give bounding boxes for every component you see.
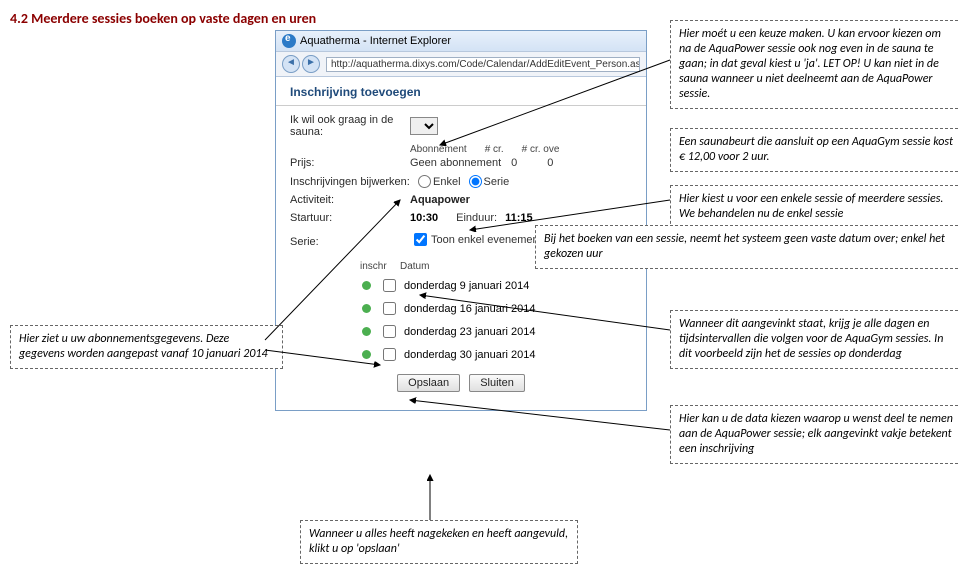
prijs-headers: Abonnement # cr. # cr. ove bbox=[410, 144, 632, 155]
prijs-label: Prijs: bbox=[290, 157, 410, 169]
activiteit-value: Aquapower bbox=[410, 194, 632, 206]
status-dot-icon bbox=[362, 327, 371, 336]
window-title: Aquatherma - Internet Explorer bbox=[300, 35, 451, 47]
ie-icon bbox=[282, 34, 296, 48]
title-bar: Aquatherma - Internet Explorer bbox=[276, 31, 646, 52]
browser-window: Aquatherma - Internet Explorer ◄ ► http:… bbox=[275, 30, 647, 411]
callout-no-fixed-date: Bij het boeken van een sessie, neemt het… bbox=[535, 225, 960, 269]
list-item: donderdag 9 januari 2014 bbox=[360, 276, 632, 295]
status-dot-icon bbox=[362, 304, 371, 313]
callout-subscription: Hier ziet u uw abonnementsgegevens. Deze… bbox=[10, 325, 283, 369]
nav-back-icon[interactable]: ◄ bbox=[282, 55, 300, 73]
hdr-cr: # cr. bbox=[485, 144, 504, 155]
sauna-label: Ik wil ook graag in de sauna: bbox=[290, 114, 410, 138]
radio-serie[interactable] bbox=[469, 175, 482, 188]
callout-checkbox-all-days: Wanneer dit aangevinkt staat, krijg je a… bbox=[670, 310, 960, 369]
dialog-title: Inschrijving toevoegen bbox=[276, 81, 646, 106]
date-label: donderdag 23 januari 2014 bbox=[404, 326, 536, 338]
prijs-value: Geen abonnement bbox=[410, 157, 501, 169]
prijs-crove: 0 bbox=[547, 157, 553, 169]
einduur-value: 11:15 bbox=[505, 212, 533, 224]
callout-sauna-price: Een saunabeurt die aansluit op een AquaG… bbox=[670, 128, 960, 172]
list-item: donderdag 16 januari 2014 bbox=[360, 299, 632, 318]
callout-single-multi: Hier kiest u voor een enkele sessie of m… bbox=[670, 185, 960, 229]
hdr-crove: # cr. ove bbox=[522, 144, 560, 155]
callout-pick-dates: Hier kan u de data kiezen waarop u wenst… bbox=[670, 405, 960, 464]
nav-fwd-icon[interactable]: ► bbox=[302, 55, 320, 73]
status-dot-icon bbox=[362, 350, 371, 359]
save-button[interactable]: Opslaan bbox=[397, 374, 460, 392]
date-label: donderdag 9 januari 2014 bbox=[404, 280, 529, 292]
radio-serie-label: Serie bbox=[484, 176, 510, 188]
status-dot-icon bbox=[362, 281, 371, 290]
hdr-inschr: inschr bbox=[360, 261, 400, 272]
activiteit-label: Activiteit: bbox=[290, 194, 410, 206]
callout-sauna-choice: Hier moét u een keuze maken. U kan ervoo… bbox=[670, 20, 960, 109]
date-checkbox[interactable] bbox=[383, 302, 396, 315]
date-checkbox[interactable] bbox=[383, 348, 396, 361]
radio-enkel[interactable] bbox=[418, 175, 431, 188]
url-field[interactable]: http://aquatherma.dixys.com/Code/Calenda… bbox=[326, 57, 640, 72]
close-button[interactable]: Sluiten bbox=[469, 374, 525, 392]
einduur-label: Einduur: bbox=[456, 212, 497, 224]
date-label: donderdag 30 januari 2014 bbox=[404, 349, 536, 361]
serie-checkbox[interactable] bbox=[414, 233, 427, 246]
startuur-value: 10:30 bbox=[410, 212, 438, 224]
list-item: donderdag 23 januari 2014 bbox=[360, 322, 632, 341]
dates-list: inschr Datum donderdag 9 januari 2014 do… bbox=[360, 261, 632, 364]
list-item: donderdag 30 januari 2014 bbox=[360, 345, 632, 364]
address-bar: ◄ ► http://aquatherma.dixys.com/Code/Cal… bbox=[276, 52, 646, 77]
date-checkbox[interactable] bbox=[383, 279, 396, 292]
date-label: donderdag 16 januari 2014 bbox=[404, 303, 536, 315]
startuur-label: Startuur: bbox=[290, 212, 410, 224]
serie-label: Serie: bbox=[290, 236, 410, 248]
sauna-select[interactable] bbox=[410, 117, 438, 135]
callout-save: Wanneer u alles heeft nagekeken en heeft… bbox=[300, 520, 578, 564]
date-checkbox[interactable] bbox=[383, 325, 396, 338]
radio-enkel-label: Enkel bbox=[433, 176, 461, 188]
bijwerken-label: Inschrijvingen bijwerken: bbox=[290, 176, 410, 188]
hdr-datum: Datum bbox=[400, 261, 550, 272]
hdr-abonnement: Abonnement bbox=[410, 144, 467, 155]
prijs-cr: 0 bbox=[511, 157, 517, 169]
